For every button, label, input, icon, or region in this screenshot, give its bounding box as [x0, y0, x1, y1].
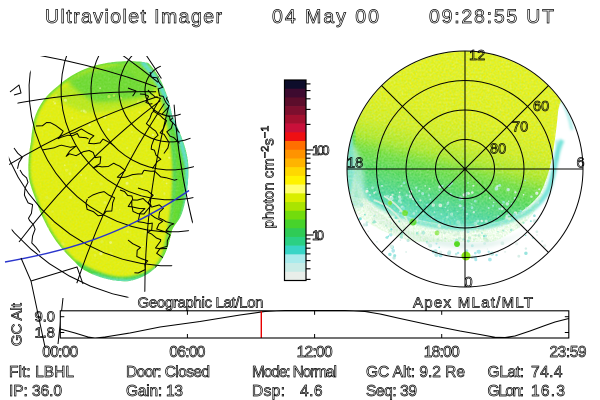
svg-text:10: 10	[312, 228, 324, 243]
svg-text:Door: Closed: Door: Closed	[126, 364, 210, 381]
svg-text:GLon:: GLon:	[488, 383, 525, 400]
svg-text:Mode: Normal: Mode: Normal	[252, 364, 337, 381]
svg-text:18:00: 18:00	[424, 344, 460, 361]
svg-text:04 May 00: 04 May 00	[272, 6, 379, 28]
svg-text:06:00: 06:00	[169, 344, 205, 361]
svg-text:Gain: 13: Gain: 13	[126, 383, 183, 400]
svg-text:4.6: 4.6	[300, 383, 323, 400]
svg-text:12:00: 12:00	[297, 344, 333, 361]
svg-text:GC Alt: 9.2 Re: GC Alt: 9.2 Re	[366, 364, 465, 381]
svg-text:9.0: 9.0	[35, 309, 56, 326]
svg-text:GC Alt: GC Alt	[9, 302, 26, 346]
svg-text:Geographic Lat/Lon: Geographic Lat/Lon	[138, 295, 264, 312]
svg-text:12: 12	[469, 48, 485, 64]
svg-text:IP: 36.0: IP: 36.0	[9, 383, 62, 400]
svg-text:09:28:55 UT: 09:28:55 UT	[429, 6, 554, 28]
svg-text:Flt: LBHL: Flt: LBHL	[9, 364, 74, 381]
svg-text:70: 70	[512, 120, 528, 136]
svg-text:Seq: 39: Seq: 39	[366, 383, 417, 400]
svg-text:photon cm−2s−1: photon cm−2s−1	[260, 126, 278, 229]
svg-text:16.3: 16.3	[531, 383, 565, 400]
svg-text:Apex MLat/MLT: Apex MLat/MLT	[413, 295, 533, 312]
svg-text:100: 100	[312, 143, 330, 158]
svg-text:1.8: 1.8	[35, 324, 56, 341]
svg-text:Dsp:: Dsp:	[252, 383, 285, 400]
svg-text:23:59: 23:59	[550, 344, 587, 361]
svg-text:60: 60	[533, 99, 549, 115]
svg-text:00:00: 00:00	[42, 344, 78, 361]
svg-text:6: 6	[577, 156, 585, 172]
svg-text:74.4: 74.4	[531, 364, 563, 381]
svg-text:Ultraviolet Imager: Ultraviolet Imager	[45, 6, 223, 28]
svg-text:18: 18	[347, 156, 363, 172]
svg-text:80: 80	[490, 142, 506, 158]
svg-text:0: 0	[465, 275, 473, 291]
svg-text:GLat:: GLat:	[488, 364, 525, 381]
